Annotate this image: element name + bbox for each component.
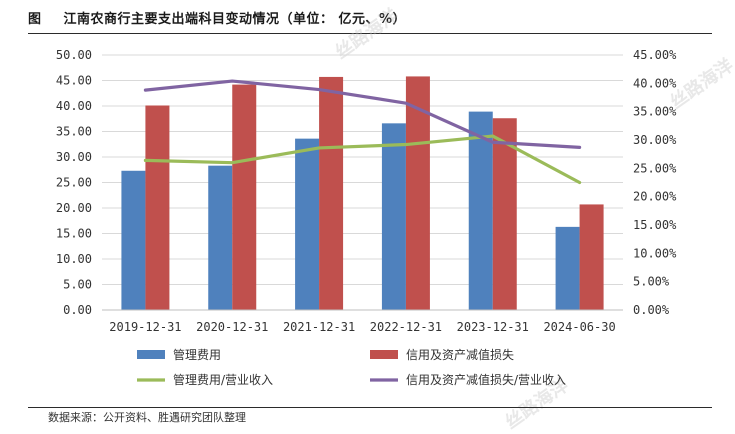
- bar-mgmt-expense: [208, 165, 233, 310]
- bar-mgmt-expense: [468, 111, 493, 310]
- y-right-tick-label: 45.00%: [633, 48, 677, 62]
- y-left-tick-label: 15.00: [56, 227, 92, 241]
- y-left-tick-label: 30.00: [56, 150, 92, 164]
- bar-mgmt-expense: [555, 226, 580, 310]
- y-right-tick-label: 30.00%: [633, 133, 677, 147]
- bar-credit-impairment: [145, 105, 170, 311]
- y-right-tick-label: 15.00%: [633, 218, 677, 232]
- y-right-tick-label: 5.00%: [633, 275, 670, 289]
- title-rule: [28, 33, 712, 34]
- y-right-tick-label: 20.00%: [633, 190, 677, 204]
- y-left-tick-label: 50.00: [56, 48, 92, 62]
- legend-mgmt-ratio-label: 管理费用/营业收入: [173, 372, 273, 387]
- source-note: 数据来源：公开资料、胜遇研究团队整理: [48, 411, 246, 424]
- combo-chart: 0.00 5.00 10.00 15.00 20.00 25.00 30.00 35.00 40…: [56, 48, 677, 387]
- legend-credit-impairment-label: 信用及资产减值损失: [406, 347, 514, 362]
- y-left-tick-label: 10.00: [56, 252, 92, 266]
- line-credit-ratio: [143, 79, 582, 149]
- x-tick-label: 2024-06-30: [543, 320, 615, 334]
- bar-credit-impairment: [319, 76, 344, 311]
- legend-mgmt-expense-swatch: [137, 350, 165, 359]
- bar-credit-impairment: [405, 76, 430, 310]
- y-left-tick-label: 20.00: [56, 201, 92, 215]
- legend-credit-impairment-swatch: [370, 350, 398, 359]
- chart-title: 图 江南农商行主要支出端科目变动情况（单位： 亿元、%）: [28, 8, 406, 27]
- y-left-tick-label: 5.00: [63, 278, 92, 292]
- x-tick-label: 2020-12-31: [196, 320, 268, 334]
- y-right-tick-label: 40.00%: [633, 76, 677, 90]
- bar-credit-impairment: [579, 204, 604, 310]
- y-right-tick-label: 25.00%: [633, 161, 677, 175]
- bar-credit-impairment: [492, 118, 517, 311]
- legend-mgmt-expense-label: 管理费用: [173, 347, 221, 362]
- bar-mgmt-expense: [295, 138, 320, 310]
- figure-label: 图: [28, 12, 42, 27]
- y-right-tick-label: 35.00%: [633, 105, 677, 119]
- y-left-tick-label: 25.00: [56, 176, 92, 190]
- x-tick-label: 2023-12-31: [457, 320, 529, 334]
- bar-credit-impairment: [232, 84, 257, 310]
- footer-rule: [28, 407, 712, 408]
- x-tick-label: 2021-12-31: [283, 320, 355, 334]
- legend-credit-ratio-label: 信用及资产减值损失/营业收入: [406, 372, 566, 387]
- x-tick-label: 2019-12-31: [109, 320, 181, 334]
- y-left-tick-label: 45.00: [56, 74, 92, 88]
- y-left-tick-label: 0.00: [63, 303, 92, 317]
- y-left-tick-label: 40.00: [56, 99, 92, 113]
- bar-mgmt-expense: [121, 170, 146, 310]
- chart-title-text: 江南农商行主要支出端科目变动情况（单位： 亿元、%）: [63, 12, 407, 27]
- y-left-tick-label: 35.00: [56, 125, 92, 139]
- y-right-tick-label: 10.00%: [633, 246, 677, 260]
- y-right-tick-label: 0.00%: [633, 303, 670, 317]
- x-tick-label: 2022-12-31: [370, 320, 442, 334]
- bar-mgmt-expense: [381, 123, 406, 310]
